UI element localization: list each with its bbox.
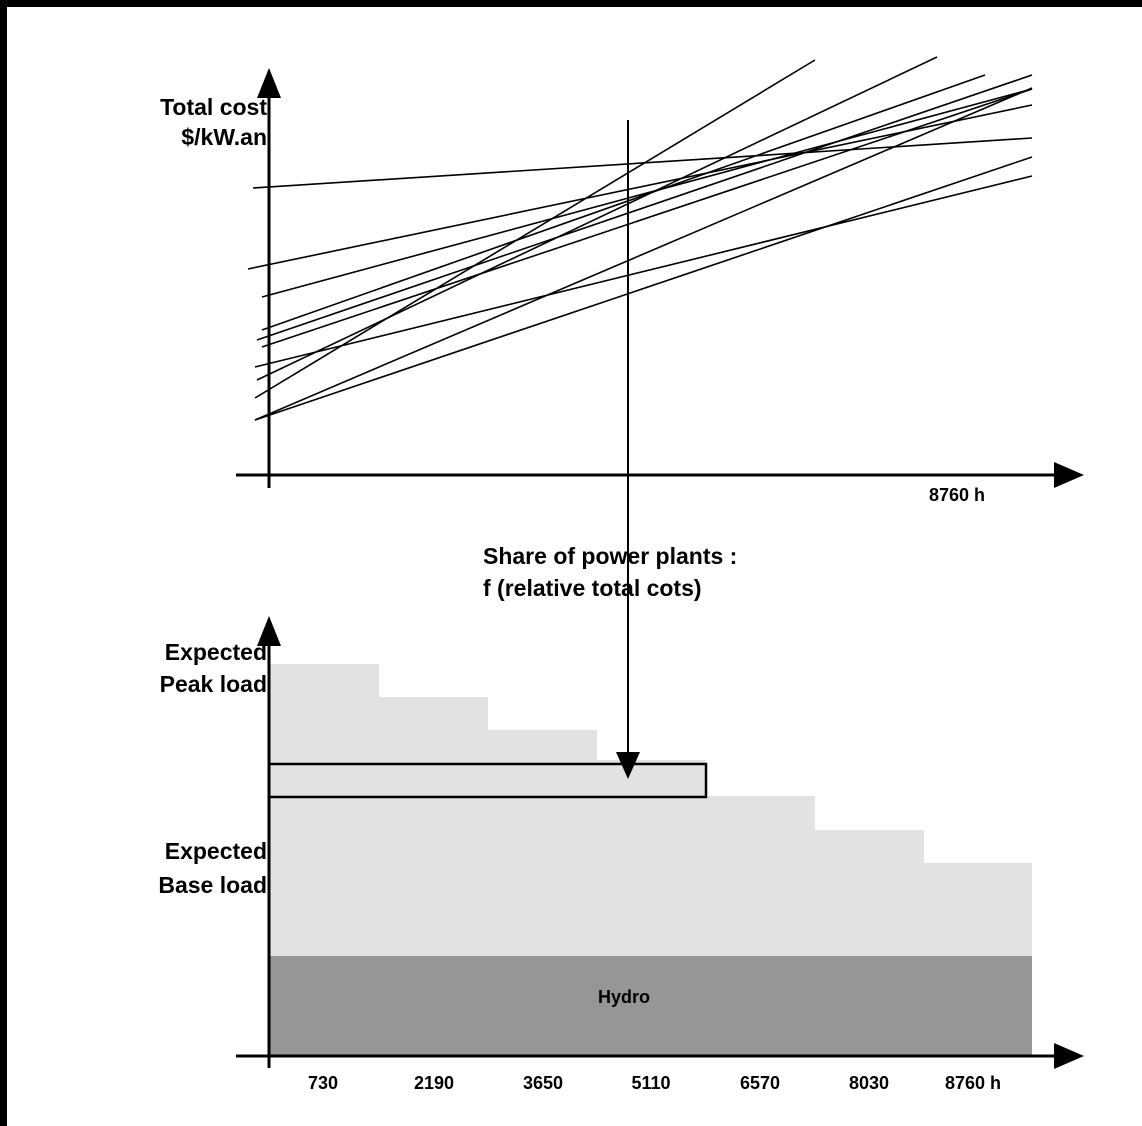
bottom-x-tick-labels: 730 2190 3650 5110 6570 8030 8760 h xyxy=(308,1073,1001,1093)
load-block-730 xyxy=(269,664,379,760)
screening-curve-8 xyxy=(256,56,938,381)
hydro-label: Hydro xyxy=(598,987,650,1007)
x-tick-label: 730 xyxy=(308,1073,338,1093)
screening-curve-9 xyxy=(254,59,816,399)
share-arrow-head xyxy=(616,752,640,779)
base-label-line1: Expected xyxy=(165,838,267,864)
screening-curve-11 xyxy=(254,156,1033,421)
screening-curve-3 xyxy=(261,88,1033,298)
screening-curves xyxy=(247,56,1033,421)
top-x-end-label: 8760 h xyxy=(929,485,985,505)
screening-curve-4 xyxy=(261,74,986,331)
load-block-2190 xyxy=(379,697,488,760)
screening-curve-6 xyxy=(261,88,1033,348)
top-y-label-line2: $/kW.an xyxy=(181,124,267,150)
screening-curve-2 xyxy=(247,104,1033,270)
x-tick-label: 2190 xyxy=(414,1073,454,1093)
top-y-label-line1: Total cost xyxy=(160,94,267,120)
load-duration-blocks xyxy=(269,664,1032,1056)
bottom-y-axis-arrow xyxy=(257,616,281,646)
load-block-3650 xyxy=(488,730,597,760)
screening-curve-7 xyxy=(254,175,1033,368)
hydro-block xyxy=(269,956,1032,1056)
bottom-x-axis-arrow xyxy=(1054,1043,1084,1069)
base-label-line2: Base load xyxy=(158,872,267,898)
screening-curve-10 xyxy=(254,87,1033,421)
screening-curve-5 xyxy=(256,74,1033,341)
peak-label-line2: Peak load xyxy=(160,671,267,697)
annotation-line1: Share of power plants : xyxy=(483,543,737,569)
peak-label-line1: Expected xyxy=(165,639,267,665)
x-tick-label: 5110 xyxy=(631,1073,670,1093)
screening-curve-1 xyxy=(252,137,1033,189)
x-tick-label: 8760 h xyxy=(945,1073,1001,1093)
x-tick-label: 3650 xyxy=(523,1073,563,1093)
top-y-axis-arrow xyxy=(257,68,281,98)
x-tick-label: 6570 xyxy=(740,1073,780,1093)
x-tick-label: 8030 xyxy=(849,1073,889,1093)
annotation-line2: f (relative total cots) xyxy=(483,575,702,601)
top-x-axis-arrow xyxy=(1054,462,1084,488)
